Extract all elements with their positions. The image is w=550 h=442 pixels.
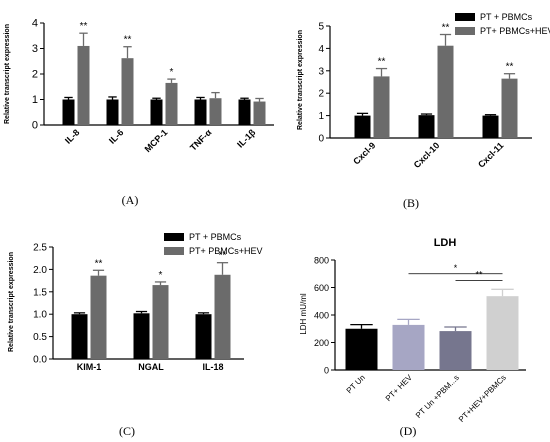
panel-b-y-tick-label: 0 [318,134,324,145]
panel-b-x-tick-label: Cxcl-10 [412,140,442,170]
panel-b-y-tick-label: 5 [318,22,324,33]
panel-b-x-tick-label: Cxcl-11 [476,140,505,169]
panel-a-x-tick-label: MCP-1 [143,127,170,154]
panel-c-legend-swatch [164,233,184,241]
panel-d-bar [392,324,425,370]
panel-a-x-tick-label: TNF-α [188,127,214,153]
panel-b-legend-label: PT + PBMCs [480,12,533,22]
panel-d-y-axis-label: LDH mU/ml [299,293,308,335]
panel-b-significance-mark: ** [442,23,450,34]
panel-a-bar-control [150,99,163,125]
panel-d-significance-mark: * [454,263,458,273]
panel-c-bar-control [71,314,88,359]
panel-d-bar [486,296,519,370]
panel-c-y-tick-label: 0.5 [33,332,47,343]
panel-a-y-axis-label: Relative transcript expression [4,24,11,124]
panel-d-significance-mark: ** [475,270,483,280]
panel-b-bar-control [354,115,371,138]
panel-b-bar-treated [437,45,454,138]
panel-b-y-tick-label: 4 [318,44,324,55]
panel-a-bar-control [238,99,251,125]
panel-c-significance-mark: ** [219,251,227,262]
panel-b-bar-treated [501,78,518,138]
panel-d-x-tick-label: PT+ HEV [384,373,415,404]
panel-a-bar-treated [121,58,134,125]
panel-d-x-tick-label: PT Un +PBM...s [414,373,461,420]
panel-a-x-tick-label: IL-1β [235,127,258,150]
panel-a-x-tick-label: IL-6 [107,127,125,145]
panel-c-bar-control [133,313,150,359]
panel-a-y-tick-label: 2 [32,69,38,81]
panel-b-y-tick-label: 3 [318,66,324,77]
panel-c-legend-label: PT+ PBMCs+HEV [189,246,263,256]
panel-b-bar-control [482,115,499,138]
panel-b-y-tick-label: 1 [318,111,324,122]
panel-b-bar-treated [373,76,390,138]
panel-c-x-tick-label: KIM-1 [77,362,102,372]
panel-a-bar-treated [165,82,178,125]
panel-a-significance-mark: ** [124,35,132,46]
panel-d-y-tick-label: 600 [314,283,329,293]
panel-a-bar-control [194,99,207,125]
panel-c-legend-swatch [164,247,184,255]
panel-a-y-tick-label: 3 [32,43,38,55]
panel-b-label: (B) [403,196,419,210]
panel-c-y-tick-label: 1.5 [33,287,47,298]
panel-c-label: (C) [119,424,135,438]
panel-c-legend-label: PT + PBMCs [189,232,242,242]
panel-c-y-tick-label: 0.0 [33,355,47,366]
panel-b-significance-mark: ** [378,57,386,68]
panel-b-legend-swatch [455,13,475,21]
panel-d-y-tick-label: 0 [324,366,329,376]
panel-c-x-tick-label: NGAL [138,362,164,372]
panel-d-bar [345,328,378,370]
panel-a-bar-treated [77,45,90,126]
panel-b-significance-mark: ** [506,62,514,73]
panel-a-bar-treated [253,101,266,125]
panel-d-x-tick-label: PT Un [345,373,367,395]
panel-d-x-tick-label: PT+HEV+PBMCs [457,373,508,424]
panel-c-significance-mark: * [159,270,163,281]
panel-b-legend-swatch [455,27,475,35]
panel-a-y-tick-label: 1 [32,94,38,106]
panel-c-bar-treated [152,285,169,359]
panel-a-bar-control [106,99,119,125]
panel-c-y-tick-label: 2.0 [33,265,47,276]
panel-d-y-tick-label: 800 [314,256,329,266]
panel-b-y-axis-label: Relative transcript expression [297,30,304,130]
panel-a-bar-control [62,99,75,125]
panel-b-y-tick-label: 2 [318,89,324,100]
panel-c-significance-mark: ** [95,258,103,269]
panel-b-legend-label: PT+ PBMCs+HEV [480,26,550,36]
panel-d-y-tick-label: 400 [314,311,329,321]
panel-d-label: (D) [399,424,417,438]
panel-a-x-tick-label: IL-8 [63,127,81,145]
panel-b-x-tick-label: Cxcl-9 [351,140,377,166]
panel-d-bar [439,331,472,370]
panel-a-bar-treated [209,98,222,125]
panel-a-label: (A) [121,193,139,207]
panel-c-bar-treated [90,275,107,359]
panel-c-y-tick-label: 2.5 [33,243,47,254]
panel-b-bar-control [418,115,435,138]
panel-a-y-tick-label: 4 [32,18,38,30]
panel-a-significance-mark: ** [80,21,88,32]
panel-a-significance-mark: * [170,67,174,78]
panel-d-title: LDH [434,237,457,249]
panel-a-y-tick-label: 0 [32,120,38,132]
panel-c-y-tick-label: 1.0 [33,310,47,321]
panel-d-y-tick-label: 200 [314,338,329,348]
panel-c-y-axis-label: Relative transcript expression [8,252,15,352]
panel-c-bar-treated [214,274,231,359]
panel-c-x-tick-label: IL-18 [202,362,223,372]
panel-c-bar-control [195,314,212,359]
